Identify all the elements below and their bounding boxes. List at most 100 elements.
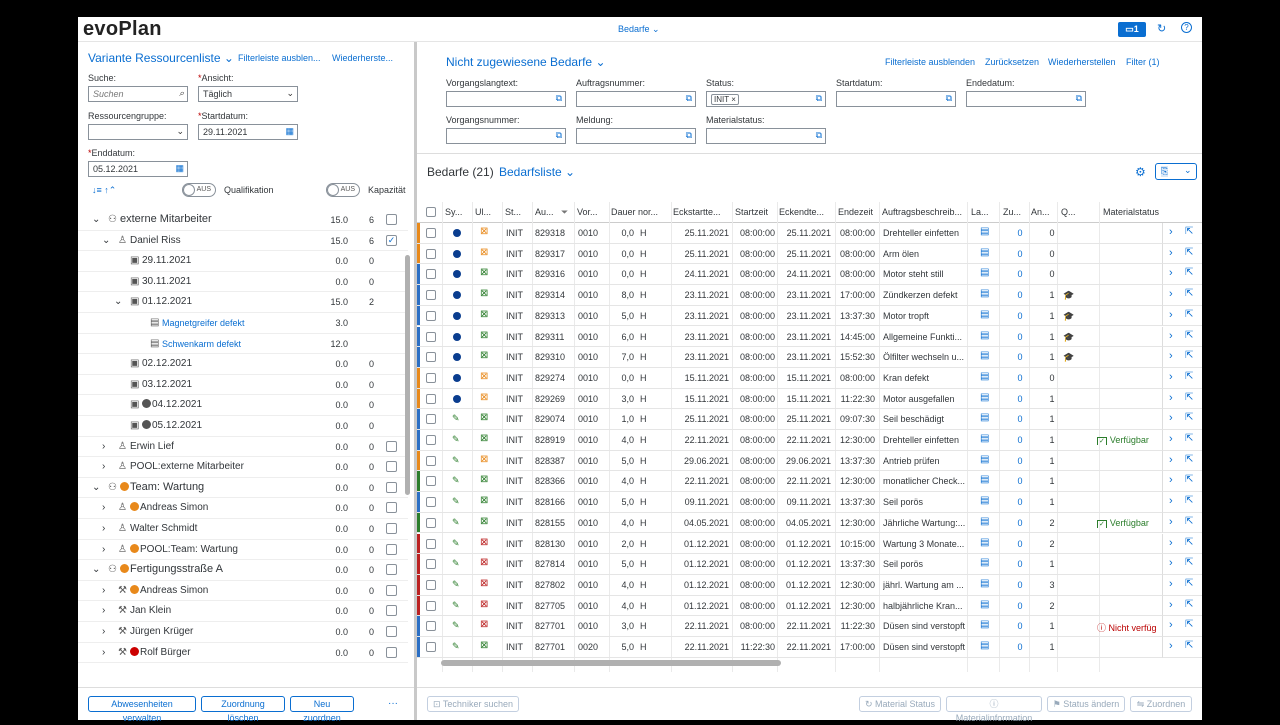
- tree-row[interactable]: ▣ 05.12.2021 0.0 0: [78, 416, 408, 437]
- material-status-input[interactable]: ⧉: [706, 128, 826, 144]
- tree-row[interactable]: › ♙ Erwin Lief 0.0 0: [78, 437, 408, 458]
- tree-row[interactable]: › ⚒ Rolf Bürger 0.0 0: [78, 643, 408, 664]
- open-external-icon[interactable]: ⇱: [1185, 515, 1194, 527]
- hide-filterbar-link[interactable]: Filterleiste ausblenden: [885, 57, 976, 67]
- tree-row[interactable]: ▣ 02.12.2021 0.0 0: [78, 354, 408, 375]
- table-row[interactable]: ⊠ INIT 829310 0010 7,0 H 23.11.2021 08:00:00 23.…: [417, 347, 1162, 368]
- start-date-input[interactable]: 29.11.2021 ▦: [198, 124, 298, 140]
- tree-checkbox[interactable]: [386, 502, 397, 514]
- open-external-icon[interactable]: ⇱: [1185, 391, 1194, 403]
- document-icon[interactable]: ▤: [980, 226, 990, 237]
- table-row[interactable]: ✎ ⊠ INIT 827705 0010 4,0 H 01.12.2021 08:00:00 01…: [417, 595, 1162, 617]
- open-external-icon[interactable]: ⇱: [1185, 619, 1194, 631]
- document-icon[interactable]: ▤: [980, 288, 990, 300]
- tree-checkbox[interactable]: [386, 646, 397, 658]
- table-row[interactable]: ✎ ⊠ INIT 828387 0010 5,0 H 29.06.2021 08:00:00 29…: [417, 450, 1162, 472]
- delete-assignment-button[interactable]: Zuordnung löschen: [201, 696, 285, 723]
- row-checkbox[interactable]: [426, 414, 436, 425]
- column-header[interactable]: Eckstartte...: [673, 207, 721, 217]
- row-checkbox[interactable]: [426, 310, 436, 321]
- chevron-right-icon[interactable]: ›: [1169, 226, 1173, 238]
- capacity-toggle[interactable]: AUS: [326, 183, 360, 197]
- document-icon[interactable]: ▤: [980, 391, 990, 403]
- row-checkbox[interactable]: [426, 538, 436, 549]
- column-header[interactable]: Eckendte...: [779, 207, 825, 217]
- row-checkbox[interactable]: [426, 269, 436, 280]
- open-external-icon[interactable]: ⇱: [1185, 433, 1194, 444]
- tree-checkbox[interactable]: ✓: [386, 234, 397, 246]
- document-icon[interactable]: ▤: [980, 267, 990, 279]
- document-icon[interactable]: ▤: [980, 246, 990, 258]
- horizontal-scrollbar[interactable]: [441, 660, 781, 666]
- column-header[interactable]: Vor...: [577, 207, 598, 217]
- tree-checkbox[interactable]: [386, 543, 397, 555]
- expand-icon[interactable]: ›: [102, 646, 106, 658]
- expand-icon[interactable]: ›: [102, 440, 106, 452]
- material-info-button[interactable]: ⓘ Materialinformation: [946, 696, 1042, 723]
- document-icon[interactable]: ▤: [980, 577, 990, 589]
- row-checkbox[interactable]: [426, 579, 436, 590]
- tree-row[interactable]: › ♙ Walter Schmidt 0.0 0: [78, 519, 408, 540]
- expand-icon[interactable]: ›: [102, 461, 106, 473]
- expand-icon[interactable]: ›: [102, 543, 106, 555]
- tree-row[interactable]: ⌄ ⚇ externe Mitarbeiter 15.0 6: [78, 210, 408, 231]
- value-help-icon[interactable]: ⧉: [1075, 93, 1082, 103]
- table-row[interactable]: ⊠ INIT 829311 0010 6,0 H 23.11.2021 08:00:00 23.…: [417, 326, 1162, 348]
- tree-row[interactable]: ⌄ ♙ Daniel Riss 15.0 6 ✓: [78, 231, 408, 252]
- table-row[interactable]: ⊠ INIT 829316 0010 0,0 H 24.11.2021 08:00:00 24.…: [417, 264, 1162, 286]
- document-icon[interactable]: ▤: [980, 453, 990, 465]
- open-external-icon[interactable]: ⇱: [1185, 370, 1194, 382]
- chevron-right-icon[interactable]: ›: [1169, 412, 1173, 425]
- chevron-right-icon[interactable]: ›: [1169, 598, 1173, 611]
- table-row[interactable]: ✎ ⊠ INIT 828166 0010 5,0 H 09.11.2021 08:00:00 09…: [417, 492, 1162, 513]
- select-all-checkbox[interactable]: [426, 207, 436, 217]
- group-select[interactable]: ⌄: [88, 124, 188, 140]
- document-icon[interactable]: ▤: [980, 640, 990, 651]
- open-external-icon[interactable]: ⇱: [1185, 640, 1194, 651]
- table-row[interactable]: ⊠ INIT 829314 0010 8,0 H 23.11.2021 08:00:00 23.…: [417, 285, 1162, 306]
- document-icon[interactable]: ▤: [980, 598, 990, 610]
- value-help-icon[interactable]: ⧉: [555, 130, 562, 140]
- document-icon[interactable]: ▤: [980, 515, 990, 527]
- notification-button[interactable]: ▭1: [1118, 22, 1146, 37]
- tree-checkbox[interactable]: [386, 214, 397, 225]
- document-icon[interactable]: ▤: [980, 495, 990, 507]
- value-help-icon[interactable]: ⧉: [685, 130, 692, 140]
- expand-icon[interactable]: ›: [102, 605, 106, 617]
- tree-checkbox[interactable]: [386, 523, 397, 534]
- qualification-toggle[interactable]: AUS: [182, 183, 216, 197]
- open-external-icon[interactable]: ⇱: [1185, 495, 1194, 507]
- row-checkbox[interactable]: [426, 435, 436, 445]
- sort-icons[interactable]: ↓≡ ↑⌃: [92, 185, 117, 195]
- find-technician-button[interactable]: ⊡ Techniker suchen: [427, 696, 519, 712]
- column-header[interactable]: St...: [505, 207, 522, 217]
- open-external-icon[interactable]: ⇱: [1185, 453, 1194, 465]
- column-header[interactable]: Endezeit: [838, 207, 874, 217]
- row-checkbox[interactable]: [426, 290, 436, 301]
- expand-icon[interactable]: ›: [102, 626, 106, 637]
- chevron-right-icon[interactable]: ›: [1169, 495, 1173, 508]
- tree-row[interactable]: ▤ Schwenkarm defekt 12.0: [78, 334, 408, 355]
- tree-row[interactable]: › ⚒ Jan Klein 0.0 0: [78, 601, 408, 622]
- row-checkbox[interactable]: [426, 642, 436, 652]
- chevron-right-icon[interactable]: ›: [1169, 391, 1173, 404]
- tree-checkbox[interactable]: [386, 605, 397, 617]
- value-help-icon[interactable]: ⧉: [815, 93, 822, 103]
- open-external-icon[interactable]: ⇱: [1185, 267, 1194, 279]
- open-external-icon[interactable]: ⇱: [1185, 329, 1194, 341]
- chevron-right-icon[interactable]: ›: [1169, 453, 1173, 466]
- vnum-input[interactable]: ⧉: [446, 128, 566, 144]
- chevron-right-icon[interactable]: ›: [1169, 350, 1173, 363]
- open-external-icon[interactable]: ⇱: [1185, 308, 1194, 320]
- tree-checkbox[interactable]: [386, 481, 397, 493]
- refresh-icon[interactable]: ↻: [1157, 23, 1167, 35]
- tree-row[interactable]: ▤ Magnetgreifer defekt 3.0: [78, 313, 408, 334]
- status-token[interactable]: INIT ×: [711, 94, 739, 105]
- column-header[interactable]: Dauer nor...: [611, 207, 659, 217]
- row-checkbox[interactable]: [426, 248, 436, 259]
- export-menu-button[interactable]: ⎘ ⌄: [1155, 163, 1197, 180]
- expand-icon[interactable]: ›: [102, 502, 106, 514]
- tree-row[interactable]: ▣ 29.11.2021 0.0 0: [78, 251, 408, 272]
- expand-icon[interactable]: ⌄: [92, 564, 101, 576]
- expand-icon[interactable]: ⌄: [92, 481, 101, 493]
